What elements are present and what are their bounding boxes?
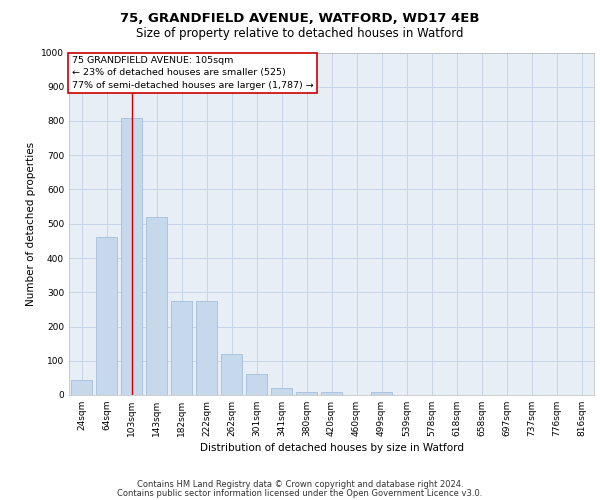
Text: Size of property relative to detached houses in Watford: Size of property relative to detached ho… — [136, 28, 464, 40]
Text: 75 GRANDFIELD AVENUE: 105sqm
← 23% of detached houses are smaller (525)
77% of s: 75 GRANDFIELD AVENUE: 105sqm ← 23% of de… — [71, 56, 313, 90]
Bar — [271, 388, 292, 395]
Text: Contains HM Land Registry data © Crown copyright and database right 2024.: Contains HM Land Registry data © Crown c… — [137, 480, 463, 489]
Bar — [71, 380, 92, 395]
Y-axis label: Number of detached properties: Number of detached properties — [26, 142, 35, 306]
Bar — [121, 118, 142, 395]
Bar — [371, 392, 392, 395]
Bar — [296, 392, 317, 395]
X-axis label: Distribution of detached houses by size in Watford: Distribution of detached houses by size … — [199, 443, 464, 453]
Bar — [246, 374, 267, 395]
Bar — [221, 354, 242, 395]
Bar — [96, 238, 117, 395]
Text: 75, GRANDFIELD AVENUE, WATFORD, WD17 4EB: 75, GRANDFIELD AVENUE, WATFORD, WD17 4EB — [120, 12, 480, 26]
Bar — [146, 217, 167, 395]
Bar — [196, 301, 217, 395]
Bar — [321, 392, 342, 395]
Bar — [171, 301, 192, 395]
Text: Contains public sector information licensed under the Open Government Licence v3: Contains public sector information licen… — [118, 488, 482, 498]
